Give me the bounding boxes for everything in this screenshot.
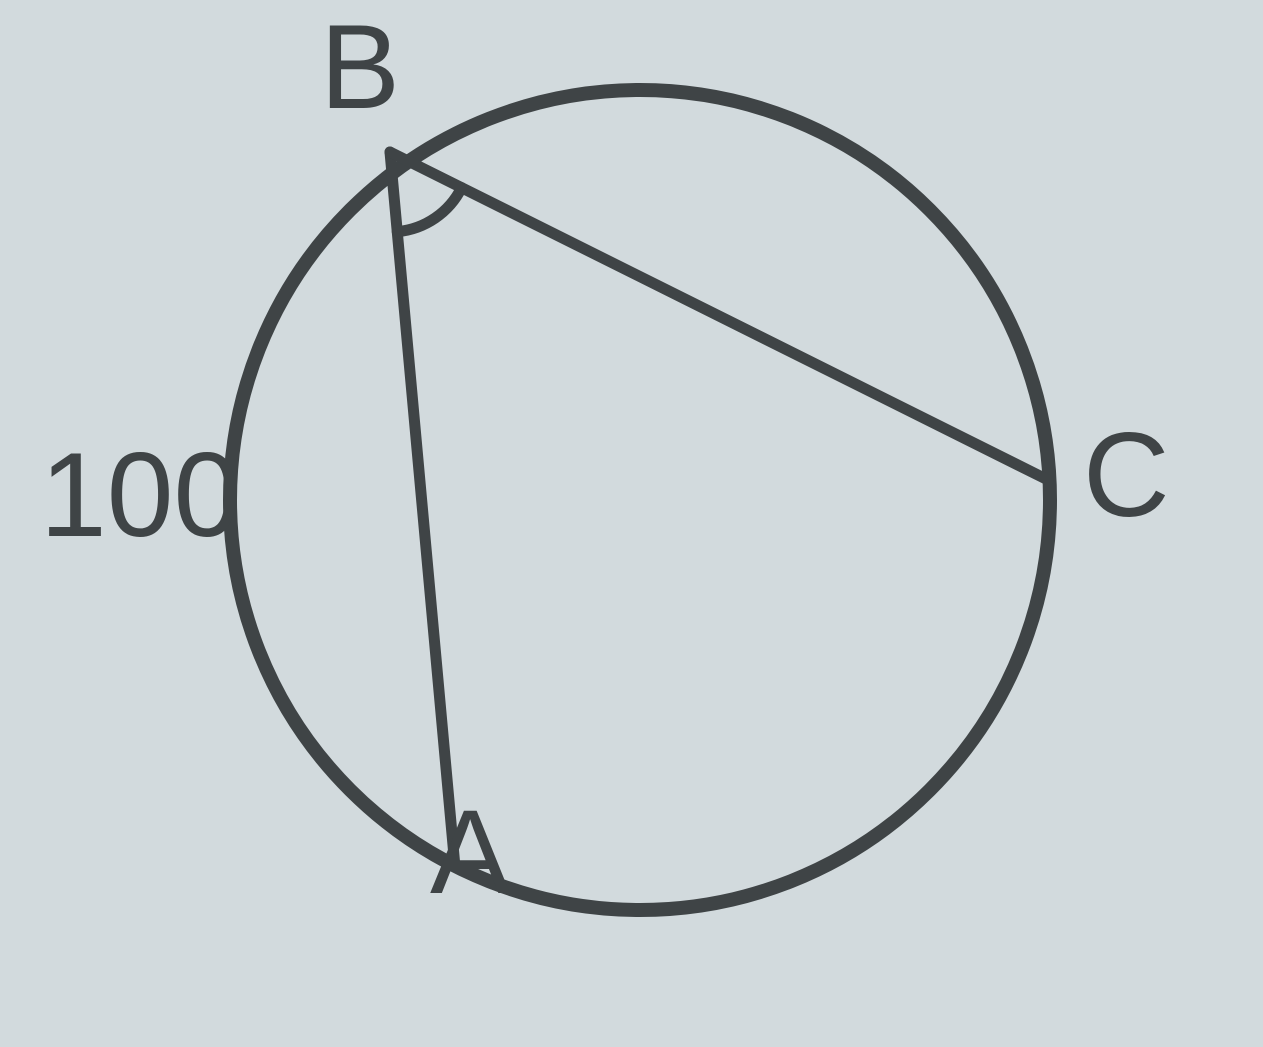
point-label-A: A (430, 792, 510, 912)
arc-measure-label: 100 (40, 435, 240, 555)
point-label-B: B (320, 7, 400, 127)
diagram-canvas: B C A 100 (0, 0, 1263, 1047)
point-label-C: C (1083, 415, 1170, 535)
